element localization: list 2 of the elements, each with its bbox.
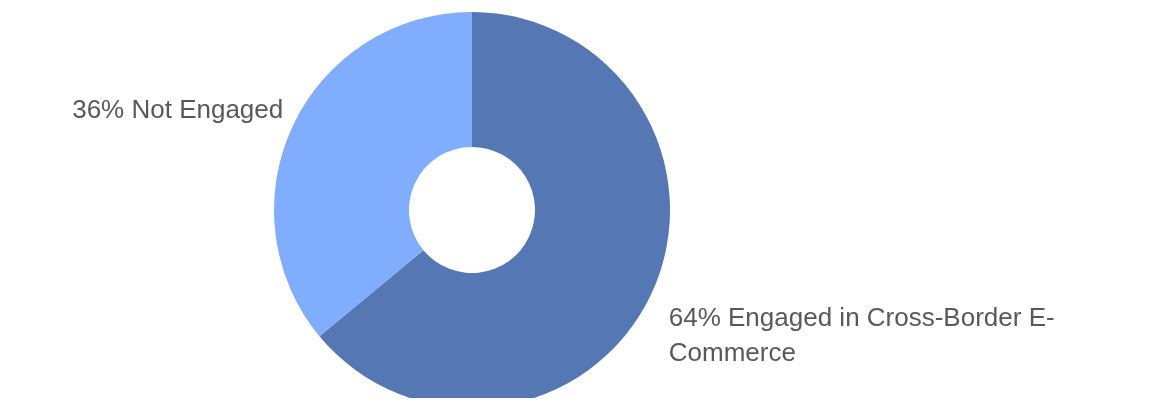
slice-label: 36% Not Engaged (72, 93, 284, 127)
slice-label: 64% Engaged in Cross-Border E-Commerce (668, 300, 1056, 369)
